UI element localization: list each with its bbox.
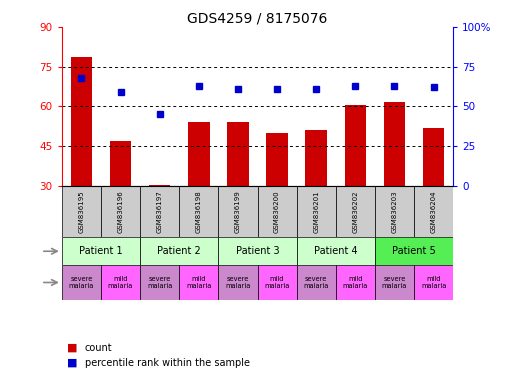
Text: mild
malaria: mild malaria (342, 276, 368, 289)
Bar (101, 186, 140, 237)
Text: mild
malaria: mild malaria (264, 276, 290, 289)
Text: severe
malaria: severe malaria (147, 276, 173, 289)
Text: GSM836199: GSM836199 (235, 190, 241, 233)
Bar (179, 265, 218, 300)
Bar (218, 265, 258, 300)
Bar (62, 265, 101, 300)
Bar (140, 186, 179, 237)
Bar (414, 265, 453, 300)
Text: mild
malaria: mild malaria (108, 276, 133, 289)
Text: GSM836202: GSM836202 (352, 190, 358, 233)
Text: ■: ■ (67, 343, 77, 353)
Bar (345, 105, 366, 186)
Bar (62, 237, 140, 265)
Bar (140, 265, 179, 300)
Text: mild
malaria: mild malaria (421, 276, 447, 289)
Bar (266, 133, 288, 186)
Text: severe
malaria: severe malaria (225, 276, 251, 289)
Bar (227, 122, 249, 186)
Text: Patient 2: Patient 2 (158, 246, 201, 256)
Text: severe
malaria: severe malaria (303, 276, 329, 289)
Bar (297, 265, 336, 300)
Bar (149, 185, 170, 186)
Text: GSM836195: GSM836195 (78, 190, 84, 233)
Bar (375, 186, 414, 237)
Bar (179, 186, 218, 237)
Bar (101, 265, 140, 300)
Bar (188, 122, 210, 186)
Bar (110, 141, 131, 186)
Bar (71, 57, 92, 186)
Text: GSM836196: GSM836196 (117, 190, 124, 233)
Text: Patient 5: Patient 5 (392, 246, 436, 256)
Text: GSM836200: GSM836200 (274, 190, 280, 233)
Text: ■: ■ (67, 358, 77, 368)
Bar (297, 186, 336, 237)
Bar (384, 103, 405, 186)
Bar (297, 237, 375, 265)
Bar (336, 265, 375, 300)
Bar (336, 186, 375, 237)
Bar (423, 127, 444, 186)
Bar (375, 237, 453, 265)
Text: Patient 1: Patient 1 (79, 246, 123, 256)
Text: percentile rank within the sample: percentile rank within the sample (85, 358, 250, 368)
Text: GSM836204: GSM836204 (431, 190, 437, 233)
Bar (305, 130, 327, 186)
Text: GSM836198: GSM836198 (196, 190, 202, 233)
Bar (258, 265, 297, 300)
Bar (218, 237, 297, 265)
Text: GSM836197: GSM836197 (157, 190, 163, 233)
Text: severe
malaria: severe malaria (382, 276, 407, 289)
Text: mild
malaria: mild malaria (186, 276, 212, 289)
Text: severe
malaria: severe malaria (68, 276, 94, 289)
Text: GSM836203: GSM836203 (391, 190, 398, 233)
Bar (414, 186, 453, 237)
Bar (375, 265, 414, 300)
Text: Patient 3: Patient 3 (236, 246, 279, 256)
Text: Patient 4: Patient 4 (314, 246, 357, 256)
Title: GDS4259 / 8175076: GDS4259 / 8175076 (187, 12, 328, 26)
Bar (218, 186, 258, 237)
Bar (140, 237, 218, 265)
Text: count: count (85, 343, 113, 353)
Text: GSM836201: GSM836201 (313, 190, 319, 233)
Bar (62, 186, 101, 237)
Bar (258, 186, 297, 237)
